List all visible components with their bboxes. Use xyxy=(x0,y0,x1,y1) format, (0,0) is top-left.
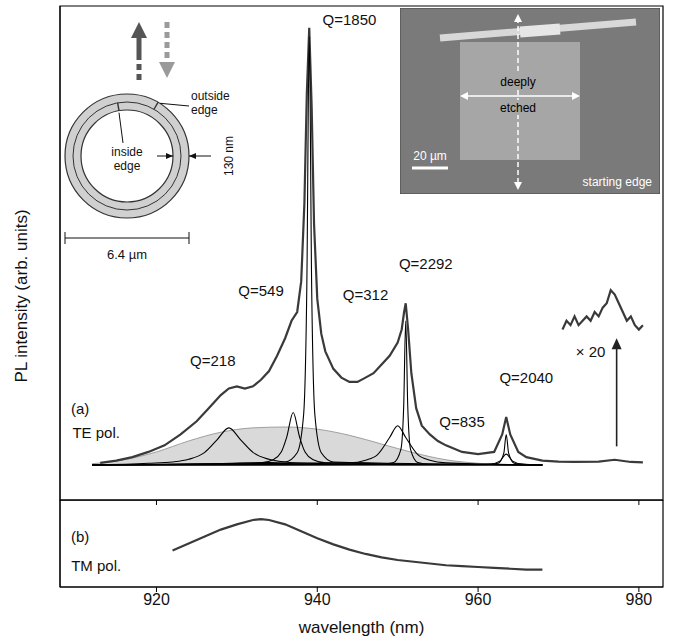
svg-text:wavelength (nm): wavelength (nm) xyxy=(298,618,425,637)
html-text:PL intensity (arb. units): PL intensity (arb. units) xyxy=(12,209,31,383)
svg-text:edge: edge xyxy=(114,159,141,173)
svg-text:deeply: deeply xyxy=(500,75,535,89)
svg-text:6.4 µm: 6.4 µm xyxy=(107,247,147,262)
svg-text:980: 980 xyxy=(626,591,653,608)
svg-text:960: 960 xyxy=(465,591,492,608)
svg-text:TE pol.: TE pol. xyxy=(72,424,120,441)
svg-text:Q=549: Q=549 xyxy=(238,282,283,299)
svg-text:Q=835: Q=835 xyxy=(439,413,484,430)
svg-text:20 µm: 20 µm xyxy=(413,149,447,163)
svg-text:Q=2040: Q=2040 xyxy=(499,369,553,386)
svg-text:outside: outside xyxy=(191,89,230,103)
svg-text:etched: etched xyxy=(500,101,536,115)
svg-text:Q=2292: Q=2292 xyxy=(399,255,453,272)
svg-text:920: 920 xyxy=(143,591,170,608)
svg-text:(b): (b) xyxy=(71,528,89,545)
svg-text:× 20: × 20 xyxy=(576,343,606,360)
svg-text:(a): (a) xyxy=(71,400,89,417)
svg-text:130 nm: 130 nm xyxy=(222,136,236,176)
svg-text:TM pol.: TM pol. xyxy=(71,557,121,574)
svg-text:Q=1850: Q=1850 xyxy=(323,11,377,28)
svg-text:Q=312: Q=312 xyxy=(343,286,388,303)
svg-text:edge: edge xyxy=(191,103,218,117)
svg-text:starting edge: starting edge xyxy=(583,175,653,189)
svg-text:inside: inside xyxy=(111,145,143,159)
svg-text:940: 940 xyxy=(304,591,331,608)
svg-text:Q=218: Q=218 xyxy=(190,352,235,369)
